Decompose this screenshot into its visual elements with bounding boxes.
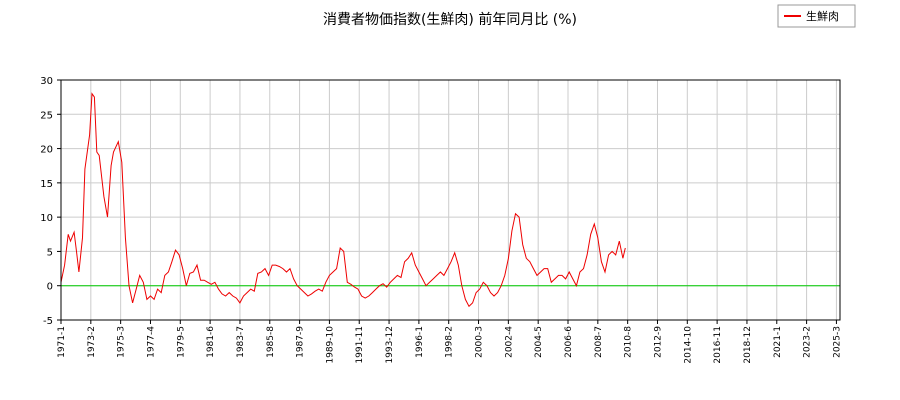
x-tick-label: 2010-8 (624, 326, 634, 358)
x-tick-label: 2012-9 (653, 326, 663, 358)
x-tick-label: 1993-12 (385, 326, 395, 364)
x-tick-label: 1991-11 (355, 326, 365, 364)
y-tick-label: 30 (40, 76, 53, 87)
x-tick-label: 2014-10 (683, 326, 693, 364)
series-line (60, 92, 626, 308)
x-tick-label: 1998-2 (445, 326, 455, 358)
x-tick-label: 1977-4 (146, 326, 156, 358)
x-tick-label: 2023-2 (803, 326, 813, 358)
x-tick-label: 1989-10 (325, 326, 335, 364)
y-tick-label: 20 (40, 145, 53, 156)
x-tick-label: 1971-1 (57, 326, 67, 358)
x-tick-label: 1985-8 (266, 326, 276, 358)
x-tick-label: 2004-5 (534, 326, 544, 358)
plot-frame (60, 79, 841, 321)
y-tick-label: 5 (47, 247, 53, 258)
x-tick-label: 1979-5 (176, 326, 186, 358)
x-tick-label: 1973-2 (87, 326, 97, 358)
x-tick-label: 2008-7 (594, 326, 604, 358)
x-tick-label: 2016-11 (713, 326, 723, 364)
x-tick-label: 1996-1 (415, 326, 425, 358)
y-tick-label: 15 (40, 179, 53, 190)
x-tick-label: 2000-3 (475, 326, 485, 358)
legend: 生鮮肉 (777, 4, 856, 28)
x-tick-label: 2006-6 (564, 326, 574, 358)
y-tick-label: 10 (40, 213, 53, 224)
y-tick-label: 0 (47, 282, 53, 293)
x-tick-label: 2021-1 (773, 326, 783, 358)
y-tick-label: -5 (43, 316, 53, 327)
x-tick-label: 2002-4 (504, 326, 514, 358)
legend-box (777, 4, 856, 28)
x-tick-label: 1981-6 (206, 326, 216, 358)
plot-area: -5 0 5 10 15 20 25 30 1971-1 1973-2 1975-3 1977-4 19… (40, 76, 842, 364)
x-tick-label: 1987-9 (296, 326, 306, 358)
chart-title: 消費者物価指数(生鮮肉) 前年同月比 (%) (323, 11, 577, 28)
legend-label: 生鮮肉 (806, 9, 839, 23)
x-tick-label: 2025-3 (832, 326, 842, 358)
x-tick-label: 1975-3 (117, 326, 127, 358)
y-tick-label: 25 (40, 110, 53, 121)
x-tick-label: 2018-12 (743, 326, 753, 364)
x-tick-label: 1983-7 (236, 326, 246, 358)
plot-border (60, 79, 841, 321)
